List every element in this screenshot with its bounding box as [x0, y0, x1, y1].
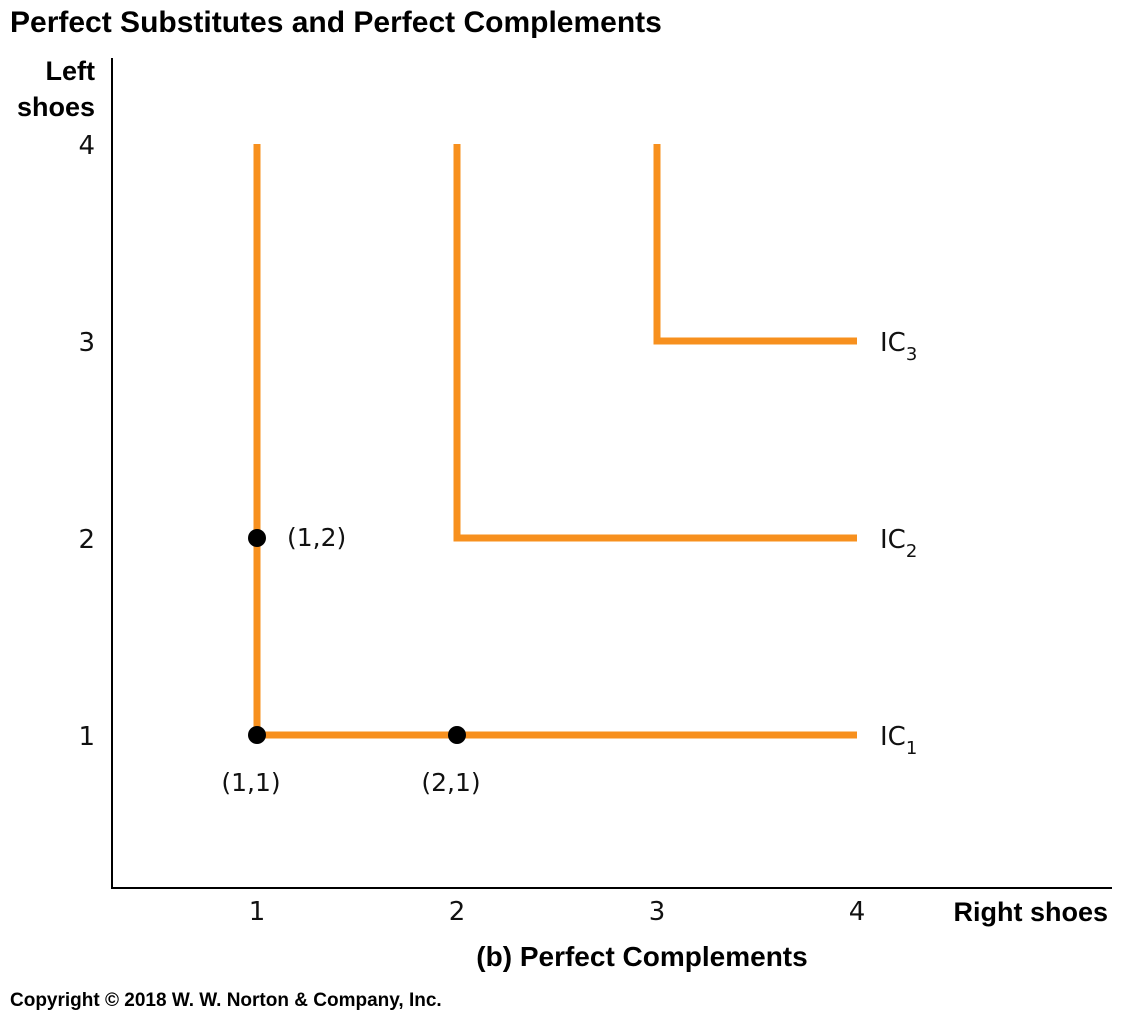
indifference-curve-line: [253, 144, 857, 739]
y-tick-label: 1: [78, 722, 95, 752]
highlighted-point: [248, 529, 266, 547]
indifference-curve-label: IC3: [880, 328, 917, 365]
series-labels: IC1 IC2 IC3: [880, 328, 917, 759]
y-tick-labels: 1 2 3 4: [78, 131, 95, 752]
y-tick-label: 2: [78, 525, 95, 555]
y-axis-title-line1: Left: [46, 56, 96, 86]
y-tick-label: 4: [78, 131, 95, 161]
y-axis-title-line2: shoes: [17, 92, 95, 122]
point-label: (2,1): [421, 768, 480, 797]
x-tick-label: 4: [849, 897, 866, 927]
chart-title: Perfect Substitutes and Perfect Compleme…: [10, 6, 662, 39]
indifference-curve-line: [453, 144, 857, 542]
point-label: (1,1): [221, 768, 280, 797]
indifference-curve-label: IC2: [880, 525, 917, 562]
indifference-curve-label: IC1: [880, 722, 917, 759]
highlighted-point: [248, 726, 266, 744]
x-tick-label: 2: [449, 897, 466, 927]
highlighted-points: (1,1) (2,1) (1,2): [221, 523, 480, 797]
indifference-curve-line: [653, 144, 857, 345]
series-group: [253, 144, 857, 739]
point-label: (1,2): [287, 523, 346, 552]
copyright-notice: Copyright © 2018 W. W. Norton & Company,…: [10, 990, 442, 1011]
y-tick-label: 3: [78, 328, 95, 358]
x-tick-labels: 1 2 3 4: [249, 897, 866, 927]
chart-subtitle: (b) Perfect Complements: [476, 941, 807, 972]
x-axis-title: Right shoes: [953, 897, 1108, 927]
x-tick-label: 3: [649, 897, 666, 927]
highlighted-point: [448, 726, 466, 744]
x-tick-label: 1: [249, 897, 266, 927]
